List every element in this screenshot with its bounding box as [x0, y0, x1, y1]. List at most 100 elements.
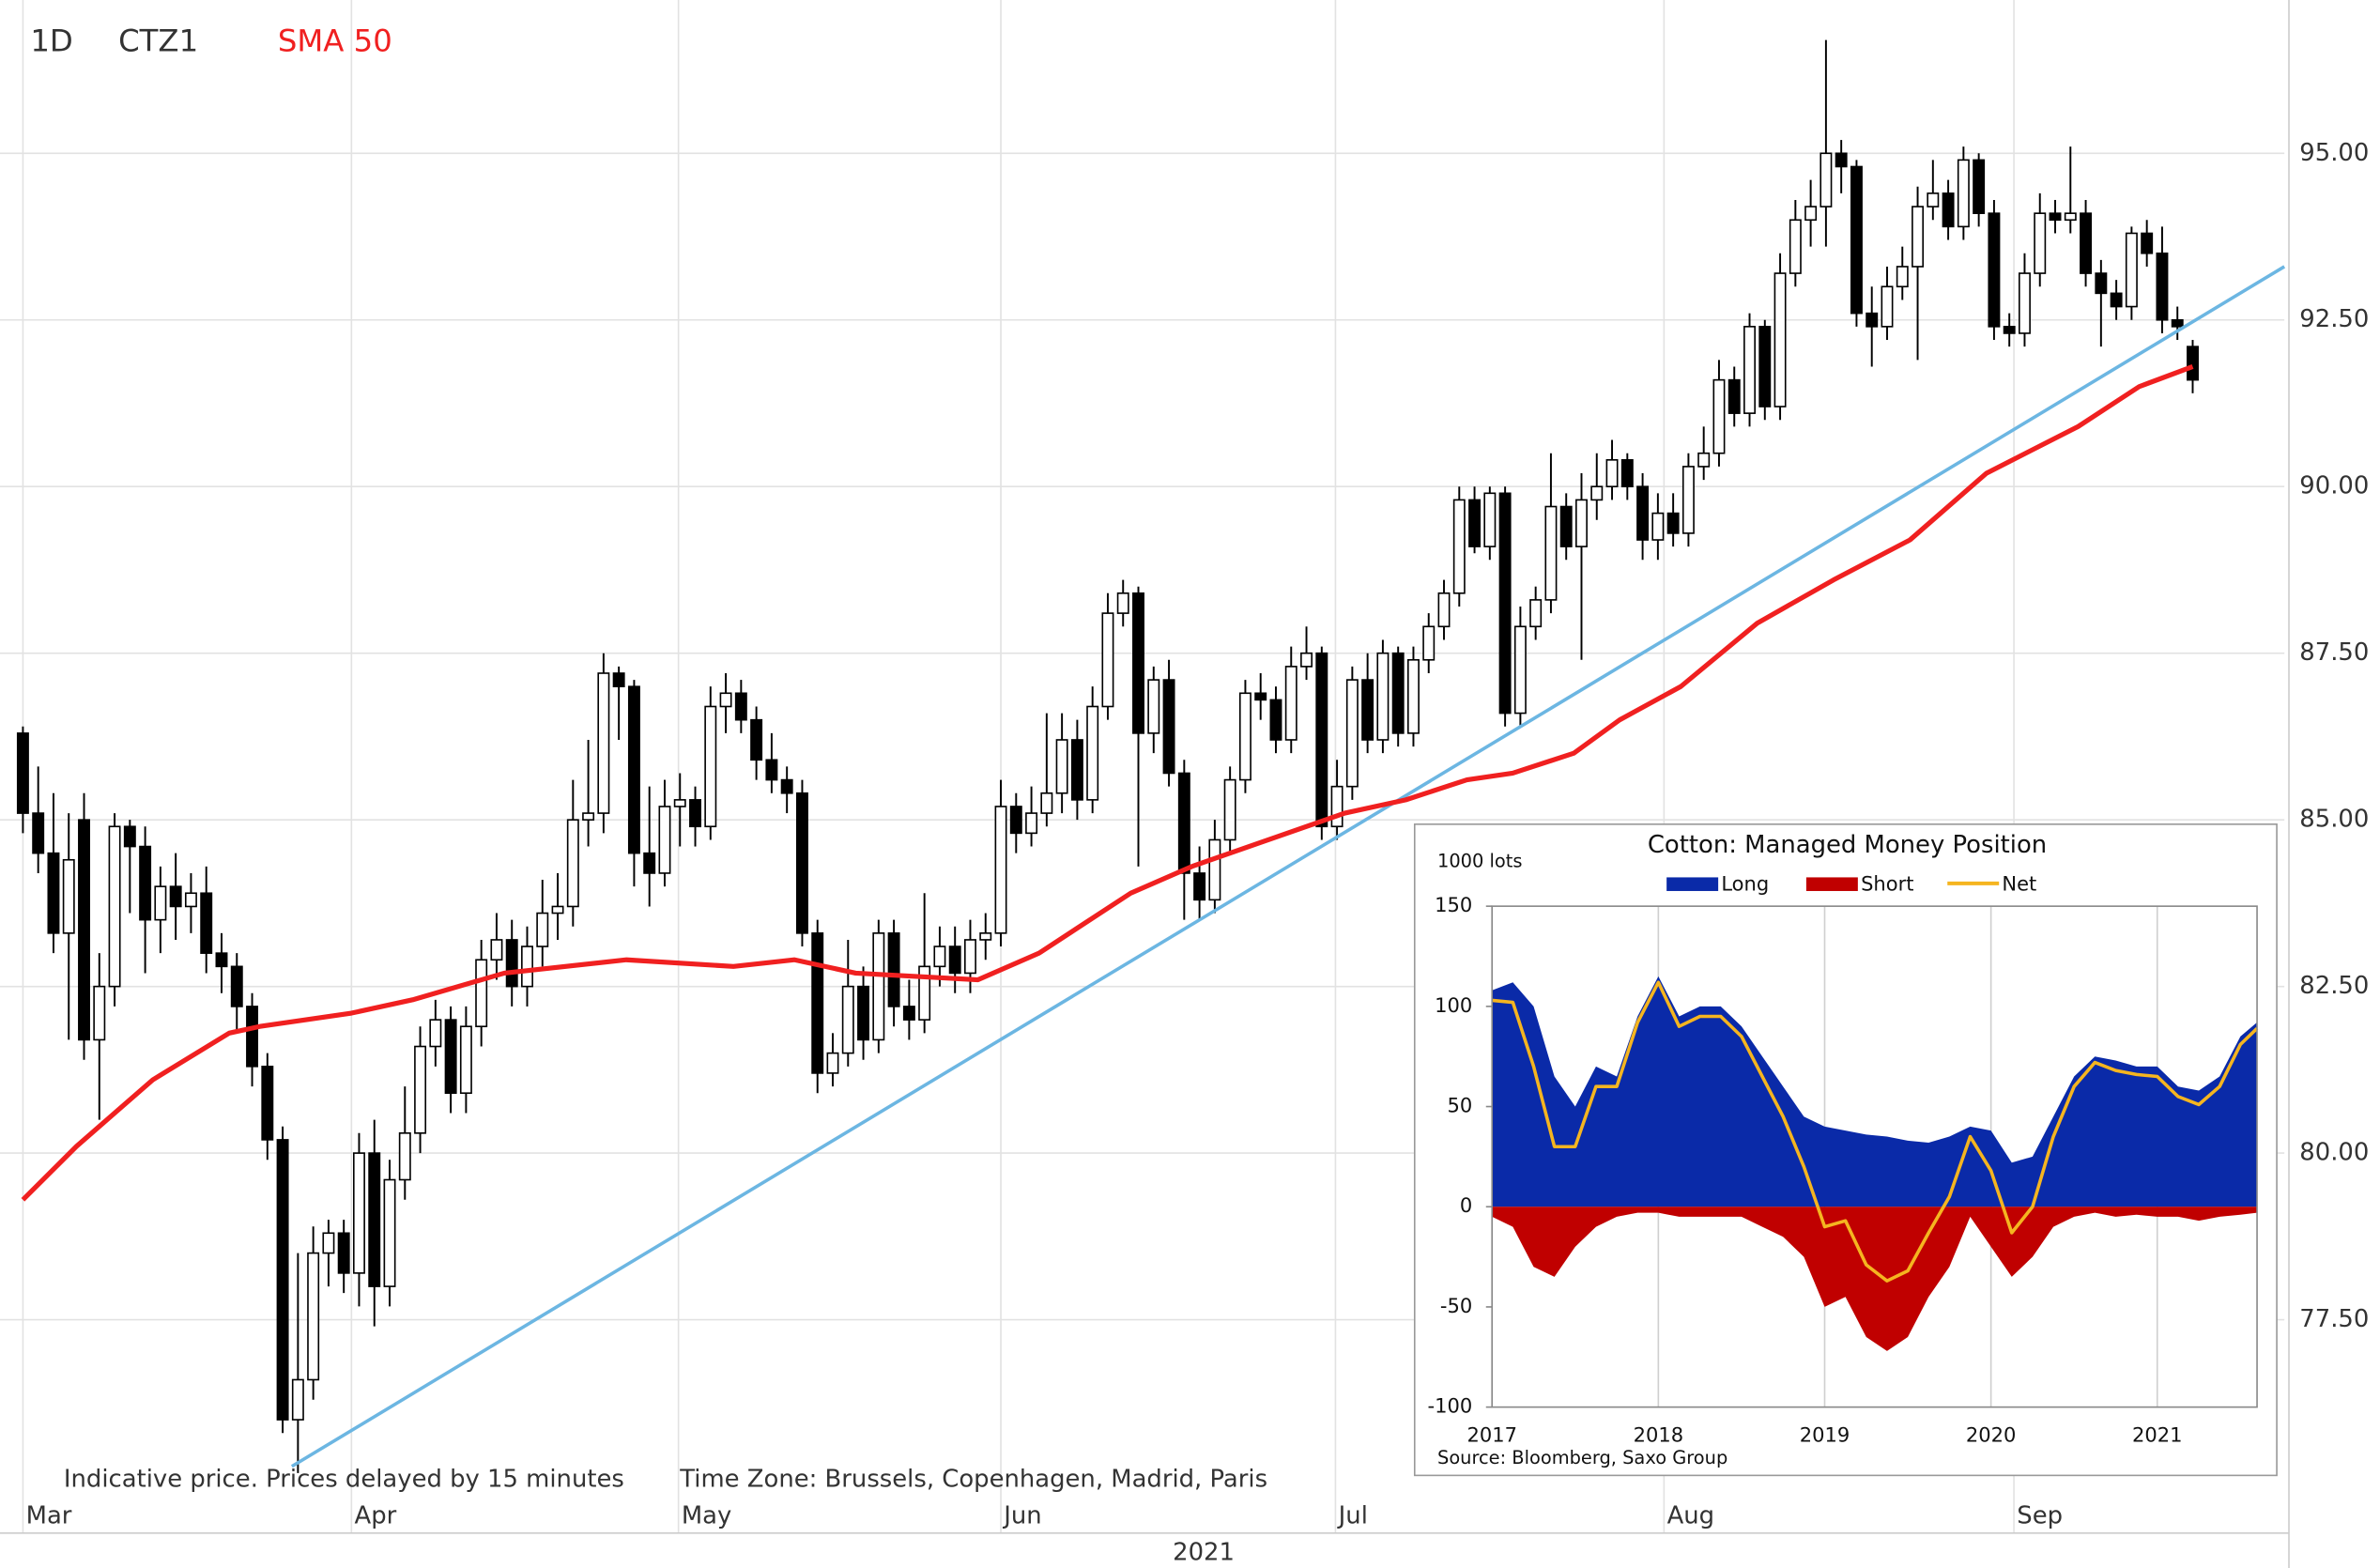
candle-body	[154, 885, 167, 921]
candle-body	[1132, 592, 1144, 734]
candle-body	[689, 799, 701, 828]
candle-body	[2019, 272, 2031, 334]
x-tick-label: Aug	[1667, 1502, 1715, 1530]
x-tick-label: May	[682, 1502, 731, 1530]
candle-body	[230, 965, 243, 1007]
candle-body	[1988, 212, 2001, 328]
candle-body	[1727, 378, 1741, 414]
candle-body	[1177, 772, 1190, 874]
candle-body	[2080, 212, 2093, 274]
y-tick-label: 95.00	[2299, 139, 2369, 167]
legend-label: Short	[1861, 872, 1913, 896]
y-tick-label: 80.00	[2299, 1139, 2369, 1167]
area	[1492, 1207, 2258, 1351]
candle-body	[1850, 165, 1863, 315]
candle-body	[1636, 485, 1650, 541]
candle-body	[780, 778, 793, 794]
candle-body	[1743, 326, 1756, 414]
candle-body	[2156, 252, 2169, 321]
candle-body	[1820, 152, 1833, 208]
candle-body	[612, 672, 625, 687]
candle-body	[383, 1178, 396, 1287]
candle-body	[1881, 285, 1894, 328]
candle-body	[1529, 599, 1543, 628]
candle-body	[826, 1052, 839, 1074]
candle-body	[1437, 592, 1451, 628]
candle-body	[200, 892, 213, 954]
candle-body	[475, 959, 488, 1028]
candle-body	[918, 965, 931, 1021]
candle-body	[1086, 705, 1099, 801]
y-tick-label: 85.00	[2299, 806, 2369, 834]
candle-body	[887, 932, 900, 1007]
candle-body	[1208, 838, 1221, 901]
candle-body	[1391, 652, 1405, 734]
note: Time Zone: Brussels, Copenhagen, Madrid,…	[679, 1466, 1267, 1494]
candle-body	[2064, 212, 2077, 222]
candle-body	[1009, 806, 1022, 835]
candle-body	[2187, 346, 2199, 381]
sma-line	[21, 364, 2194, 1202]
candle-body	[1070, 739, 1083, 801]
x-tick-label: Jun	[1002, 1502, 1041, 1530]
inset-source: Source: Bloomberg, Saxo Group	[1437, 1447, 1727, 1468]
candle-body	[1590, 485, 1604, 501]
x-tick-label: 2018	[1634, 1422, 1683, 1446]
candle-body	[1483, 492, 1497, 547]
candle-body	[78, 819, 90, 1041]
candle-body	[184, 892, 197, 908]
candle-body	[1330, 785, 1344, 828]
x-tick-label: 2021	[2132, 1422, 2182, 1446]
candle-body	[2003, 326, 2016, 334]
candle-body	[2095, 272, 2108, 295]
net-line	[1492, 980, 2259, 1283]
candle-body	[1315, 652, 1328, 828]
candle-body	[1406, 658, 1420, 734]
candle-body	[795, 792, 808, 934]
candle-body	[1193, 872, 1206, 901]
candle-body	[1254, 692, 1267, 701]
candle-body	[490, 939, 503, 961]
y-tick-label: 100	[1435, 993, 1472, 1017]
x-tick-label: Jul	[1337, 1502, 1368, 1530]
candle-body	[627, 685, 640, 854]
candle-body	[1468, 499, 1482, 547]
candle-body	[1376, 652, 1390, 741]
x-tick-label: Mar	[26, 1502, 72, 1530]
candle-body	[1422, 625, 1436, 661]
candle-body	[1361, 679, 1374, 741]
candle-body	[658, 806, 671, 874]
candle-body	[841, 985, 854, 1054]
candle-body	[1620, 459, 1634, 488]
candle-body	[398, 1132, 411, 1181]
note: Indicative price. Prices delayed by 15 m…	[64, 1466, 624, 1494]
legend-swatch	[1805, 877, 1858, 891]
y-tick-label: 0	[1460, 1193, 1472, 1217]
candle-body	[108, 825, 121, 988]
area	[1492, 976, 2258, 1207]
candle-body	[1666, 512, 1680, 534]
candle-body	[734, 692, 747, 721]
candle-body	[857, 985, 870, 1041]
candle-body	[1927, 192, 1940, 208]
y-tick-label: 150	[1435, 893, 1472, 916]
candle-body	[1147, 679, 1160, 734]
candle-body	[2141, 232, 2154, 254]
x-tick-label: Apr	[355, 1502, 397, 1530]
candle-body	[521, 945, 533, 988]
candle-body	[276, 1139, 289, 1421]
candle-body	[1896, 266, 1909, 288]
y-tick-label: 50	[1447, 1094, 1472, 1117]
interval: 1D	[30, 23, 72, 58]
candle-body	[505, 939, 518, 988]
candle-body	[123, 825, 136, 848]
candle-body	[1452, 499, 1466, 594]
candle-body	[994, 806, 1007, 934]
candle-body	[582, 812, 595, 821]
candle-body	[1238, 692, 1251, 781]
candle-body	[307, 1252, 320, 1381]
y-tick-label: 77.50	[2299, 1305, 2369, 1333]
candle-body	[1773, 272, 1787, 407]
candle-body	[1284, 666, 1297, 741]
